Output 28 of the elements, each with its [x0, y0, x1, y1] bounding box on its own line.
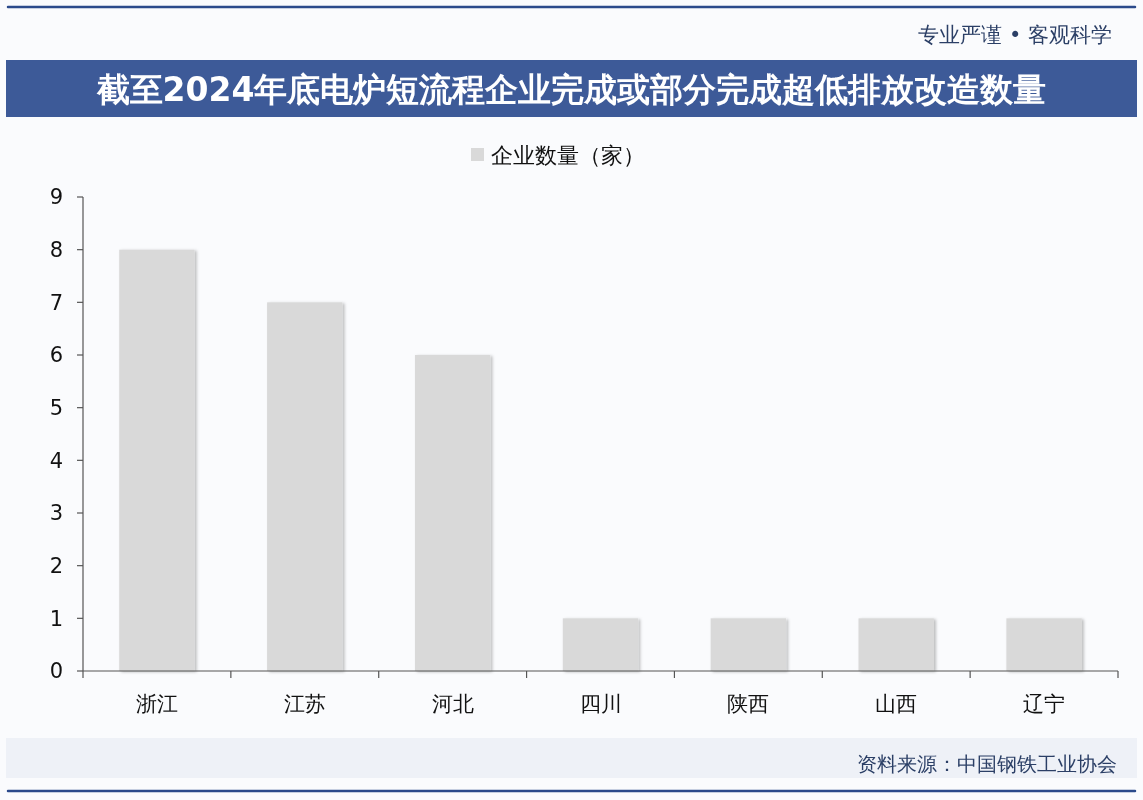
- y-tick-label: 0: [49, 659, 63, 684]
- x-tick-label: 陕西: [727, 692, 770, 716]
- x-tick-label: 山西: [875, 692, 918, 716]
- y-tick-label: 5: [49, 396, 63, 421]
- bar: [562, 618, 639, 671]
- bar: [119, 249, 195, 671]
- x-tick-label: 浙江: [135, 692, 178, 716]
- bar: [414, 355, 491, 671]
- y-tick-label: 2: [49, 554, 63, 579]
- chart-title: 截至2024年底电炉短流程企业完成或部分完成超低排放改造数量: [95, 70, 1047, 109]
- x-tick-label: 江苏: [283, 692, 326, 716]
- y-tick-label: 6: [49, 343, 63, 368]
- x-tick-label: 河北: [431, 692, 474, 716]
- y-tick-label: 9: [49, 185, 63, 210]
- text: 专业严谨 • 客观科学: [918, 23, 1112, 47]
- bar: [267, 302, 343, 671]
- legend-label: 企业数量（家）: [491, 143, 645, 168]
- y-tick-label: 4: [49, 448, 63, 473]
- y-tick-label: 1: [49, 606, 63, 631]
- bar: [858, 618, 934, 671]
- y-tick-label: 7: [49, 290, 63, 315]
- y-tick-label: 3: [49, 501, 63, 526]
- bar: [710, 618, 787, 671]
- text: 资料来源：中国钢铁工业协会: [857, 752, 1117, 776]
- bar: [1006, 618, 1082, 671]
- x-tick-label: 辽宁: [1023, 692, 1066, 716]
- y-tick-label: 8: [49, 238, 63, 263]
- x-tick-label: 四川: [579, 692, 622, 716]
